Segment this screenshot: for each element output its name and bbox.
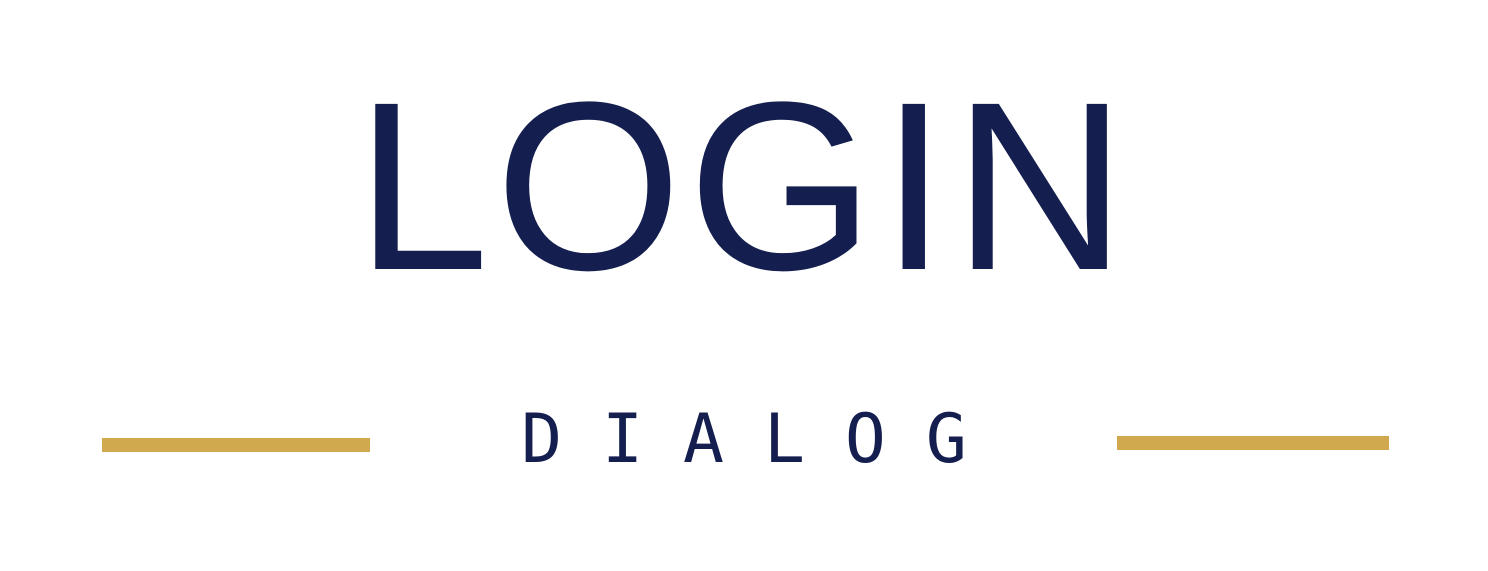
- left-accent-rule: [102, 438, 370, 452]
- right-accent-rule: [1117, 436, 1389, 450]
- logo-title: LOGIN: [355, 52, 1133, 320]
- logo-subtitle: DIALOG: [521, 400, 1007, 479]
